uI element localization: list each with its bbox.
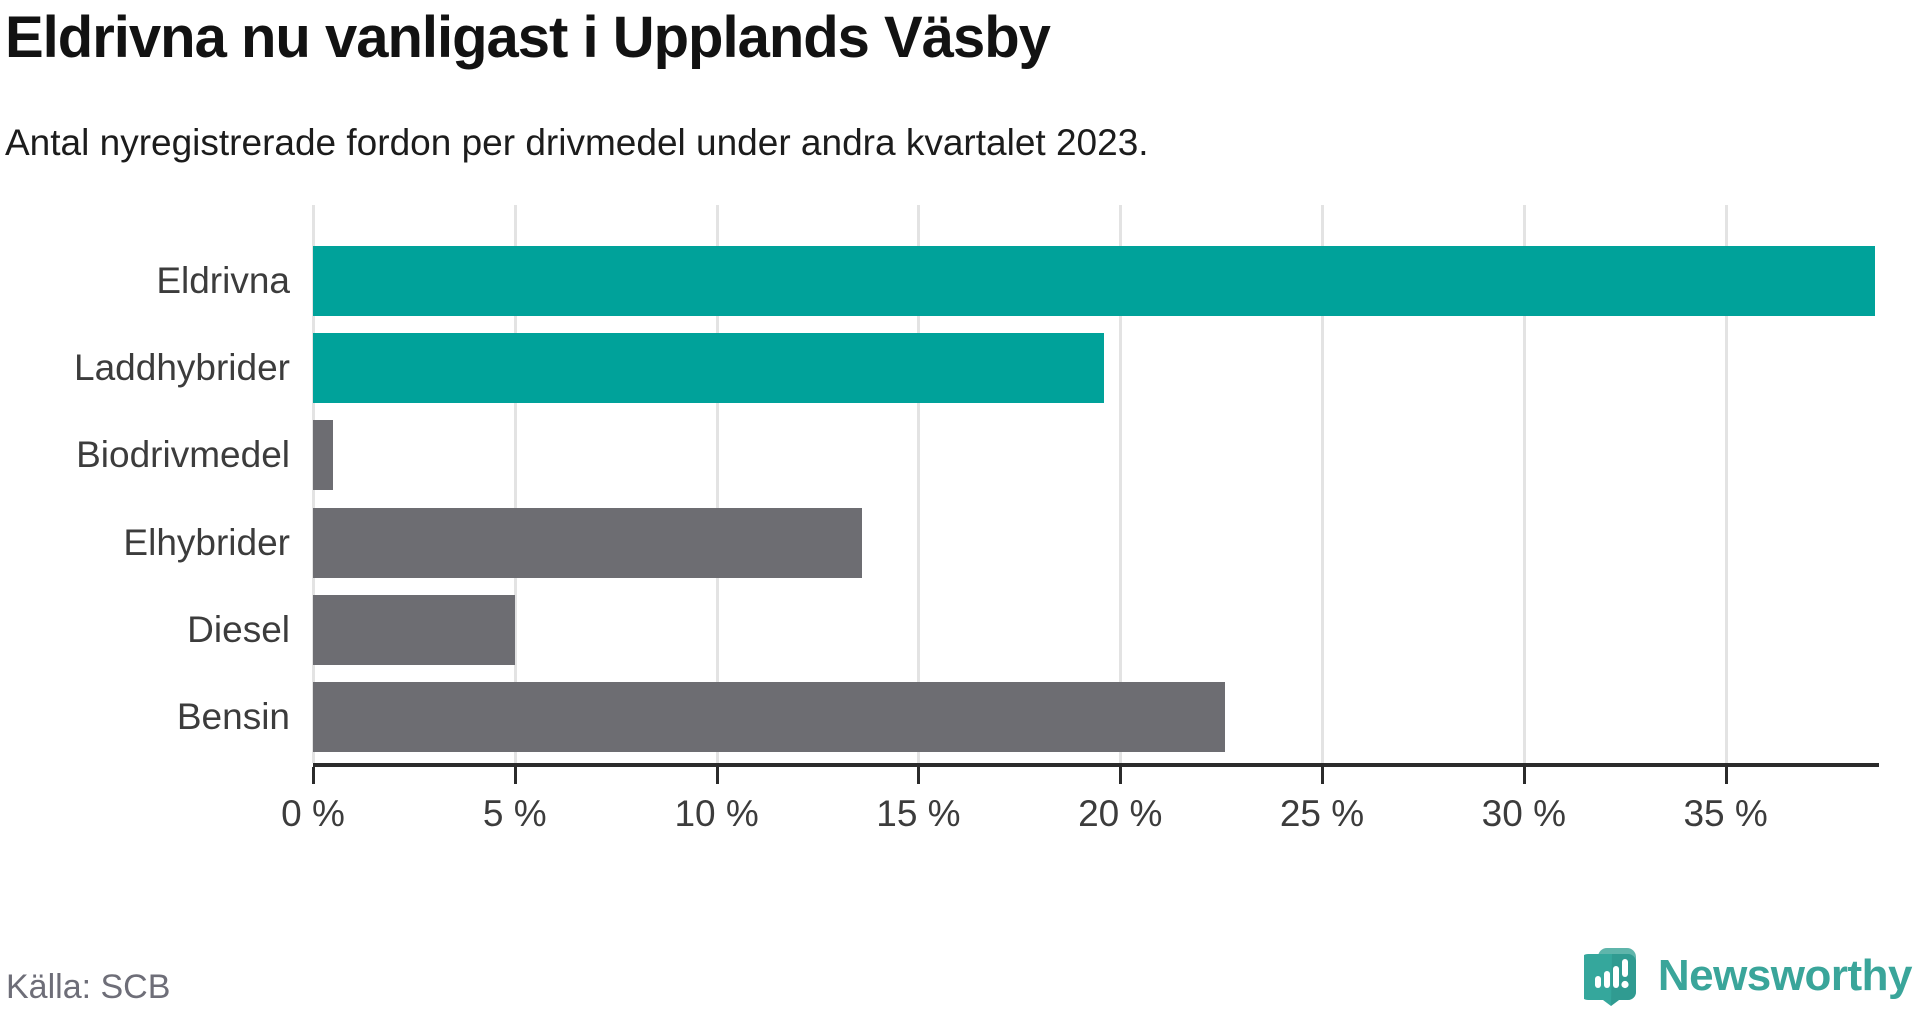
tick-label-0: 0 %	[281, 793, 345, 834]
category-label-bensin: Bensin	[176, 696, 290, 737]
tick-mark-10	[715, 767, 719, 784]
bar-chart: Eldrivna Laddhybrider Biodrivmedel Elhybrid…	[74, 205, 1879, 834]
gridline-30	[1522, 205, 1526, 763]
tick-label-35: 35 %	[1683, 793, 1768, 834]
tick-mark-35	[1724, 767, 1728, 784]
tick-mark-30	[1522, 767, 1526, 784]
tick-mark-25	[1321, 767, 1325, 784]
newsworthy-logo-icon	[1583, 948, 1636, 1006]
tick-label-25: 25 %	[1279, 793, 1365, 834]
x-axis-line	[313, 763, 1879, 767]
category-label-laddhybrider: Laddhybrider	[74, 347, 290, 389]
source-credit: Källa: SCB	[6, 968, 171, 1006]
tick-mark-20	[1119, 767, 1123, 784]
category-label-eldrivna: Eldrivna	[156, 260, 290, 301]
tick-label-15: 15 %	[876, 793, 961, 834]
chart-title: Eldrivna nu vanligast i Upplands Väsby	[5, 5, 1051, 70]
brand-name: Newsworthy	[1657, 951, 1913, 1000]
bar-eldrivna	[313, 246, 1875, 316]
category-label-biodrivmedel: Biodrivmedel	[76, 434, 290, 476]
bar-biodrivmedel	[313, 420, 334, 491]
plot-area	[312, 205, 1875, 763]
tick-label-30: 30 %	[1481, 793, 1567, 834]
gridline-20	[1119, 205, 1123, 763]
tick-mark-15	[917, 767, 921, 784]
bar-diesel	[313, 594, 515, 665]
gridline-35	[1724, 205, 1728, 763]
tick-label-20: 20 %	[1078, 793, 1163, 834]
gridline-5	[513, 205, 517, 763]
tick-mark-5	[513, 767, 517, 784]
category-label-elhybrider: Elhybrider	[123, 521, 290, 563]
bar-bensin	[313, 682, 1226, 752]
gridline-15	[917, 205, 921, 763]
chart-subtitle: Antal nyregistrerade fordon per drivmede…	[5, 122, 1149, 163]
tick-label-5: 5 %	[482, 793, 547, 834]
bar-elhybrider	[313, 507, 862, 578]
tick-label-10: 10 %	[674, 793, 759, 834]
bar-laddhybrider	[313, 333, 1105, 404]
category-label-diesel: Diesel	[187, 608, 290, 650]
tick-mark-0	[312, 767, 315, 784]
gridline-25	[1321, 205, 1325, 763]
brand-lockup: Newsworthy	[1583, 945, 1913, 1007]
gridline-10	[715, 205, 719, 763]
